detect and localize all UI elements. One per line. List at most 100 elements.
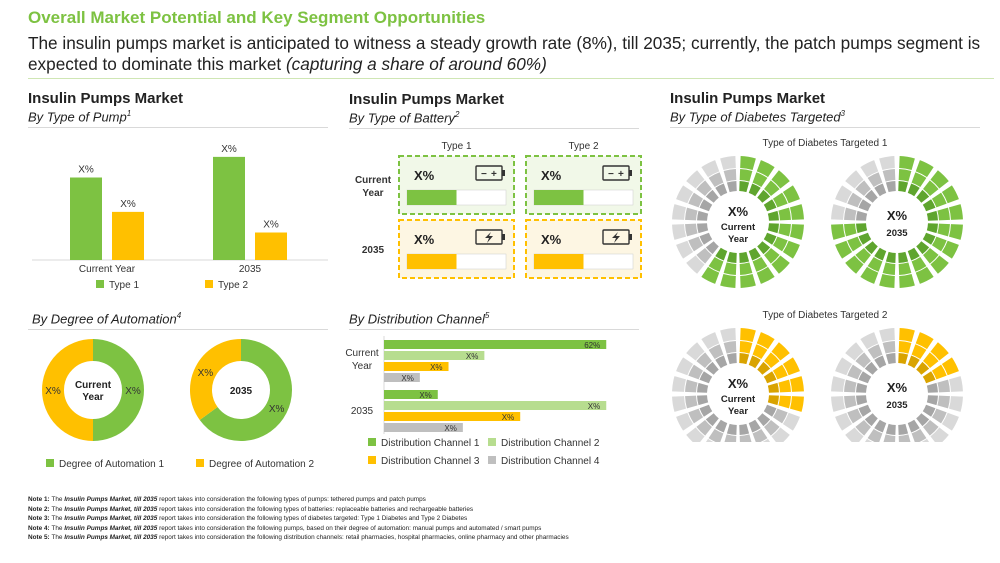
automation-slice-label: X%: [45, 386, 61, 397]
diabetes-ring-segment: [771, 170, 790, 189]
diabetes-ring-segment: [763, 199, 777, 212]
diabetes-ring-segment: [930, 170, 949, 189]
diabetes-ring-segment: [899, 273, 915, 288]
diabetes-ring-segment: [937, 223, 950, 237]
diabetes-ring-segment: [845, 427, 864, 442]
diabetes-ring-segment: [867, 172, 883, 188]
diabetes-ring-segment: [911, 428, 927, 442]
diabetes-ring-segment: [835, 240, 853, 259]
diabetes-ring-segment: [864, 413, 878, 427]
diabetes-ring-segment: [739, 262, 753, 275]
pump-legend-swatch: [96, 280, 104, 288]
page-title: Overall Market Potential and Key Segment…: [28, 8, 486, 27]
diabetes-ring-segment: [726, 353, 737, 365]
lightning-icon: [485, 232, 493, 243]
diabetes-ring-segment: [926, 210, 938, 221]
diabetes-ring-segment: [858, 232, 872, 245]
distribution-legend-label: Distribution Channel 4: [501, 456, 600, 467]
footnote-line: Note 4: The Insulin Pumps Market, till 2…: [28, 524, 542, 532]
diabetes-ring-segment: [778, 379, 791, 393]
diabetes-ring-segment: [855, 180, 871, 196]
diabetes-ring-segment: [767, 210, 779, 221]
diabetes-ring-segment: [740, 328, 756, 343]
diabetes-ring-segment: [789, 224, 804, 240]
diabetes-ring-segment: [726, 251, 737, 263]
diabetes-ring-segment: [752, 344, 768, 360]
diabetes-ring-segment: [685, 395, 698, 409]
diabetes-ring-segment: [844, 395, 857, 409]
diabetes-ring-segment: [697, 382, 709, 393]
diabetes-ring-segment: [756, 266, 775, 284]
diabetes-ring-segment: [699, 199, 713, 212]
diabetes-ring-segment: [948, 224, 963, 240]
diabetes-ring-segment: [898, 181, 909, 193]
battery-bar-fill: [407, 254, 457, 269]
automation-section-rule: [28, 329, 328, 330]
diabetes-ring-segment: [948, 376, 963, 392]
diabetes-ring-segment: [885, 251, 896, 263]
diabetes-ring-segment: [739, 169, 753, 182]
diabetes-ring-segment: [720, 273, 736, 288]
diabetes-ring-segment: [855, 248, 871, 264]
diabetes-ring-segment: [688, 236, 704, 252]
diabetes-ring-segment: [697, 223, 709, 234]
diabetes-ring-segment: [701, 332, 720, 350]
diabetes-ring-segment: [922, 371, 936, 384]
distribution-legend-label: Distribution Channel 3: [381, 456, 480, 467]
diabetes-ring-segment: [763, 232, 777, 245]
diabetes-ring-segment: [885, 181, 896, 193]
diabetes-ring-segment: [845, 255, 864, 274]
diabetes-ring-segment: [699, 232, 713, 245]
diabetes-ring-segment: [757, 413, 771, 427]
diabetes-ring-segment: [740, 273, 756, 288]
battery-cell-label: X%: [414, 168, 435, 183]
diabetes-ring-segment: [916, 413, 930, 427]
diabetes-ring-segment: [756, 332, 775, 350]
diabetes-ring-segment: [855, 420, 871, 436]
diabetes-ring-center-label: 2035: [886, 400, 908, 411]
diabetes-ring-value: X%: [728, 204, 749, 219]
battery-row-label: 2035: [362, 245, 385, 256]
diabetes-ring-segment: [916, 241, 930, 255]
pump-bar-label: X%: [221, 144, 237, 155]
diabetes-ring-segment: [898, 262, 912, 275]
page-subtitle: The insulin pumps market is anticipated …: [28, 33, 988, 75]
diabetes-ring-segment: [708, 172, 724, 188]
diabetes-ring-segment: [676, 412, 694, 431]
diabetes-ring-segment: [757, 189, 771, 203]
diabetes-ring-segment: [879, 328, 895, 343]
diabetes-ring-segment: [726, 423, 737, 435]
diabetes-ring-segment: [708, 428, 724, 442]
diabetes-ring-segment: [789, 376, 804, 392]
diabetes-ring-segment: [845, 170, 864, 189]
diabetes-ring-segment: [885, 353, 896, 365]
diabetes-ring-segment: [898, 251, 909, 263]
automation-section-subtitle: By Degree of Automation4: [32, 311, 182, 327]
distribution-bar-label: X%: [444, 424, 456, 433]
diabetes-ring-segment: [844, 207, 857, 221]
diabetes-ring-segment: [782, 412, 800, 431]
battery-terminal-icon: [502, 170, 505, 176]
distribution-section-rule: [349, 329, 639, 330]
diabetes-ring-segment: [882, 262, 896, 275]
diabetes-ring-segment: [915, 266, 934, 284]
automation-legend-swatch: [46, 459, 54, 467]
footnotes: Note 1: The Insulin Pumps Market, till 2…: [28, 495, 988, 543]
battery-cell-box: [525, 155, 642, 215]
battery-terminal-icon: [502, 234, 505, 240]
battery-cell-label: X%: [414, 232, 435, 247]
diabetes-ring-segment: [782, 185, 800, 204]
diabetes-ring-segment: [941, 240, 959, 259]
diabetes-ring-segment: [907, 355, 920, 369]
diabetes-ring-segment: [772, 236, 788, 252]
diabetes-ring-segment: [898, 353, 909, 365]
pump-legend-label: Type 2: [218, 280, 248, 291]
diabetes-ring-segment: [831, 204, 846, 220]
distribution-bar-label: 62%: [584, 341, 600, 350]
distribution-bar: [384, 340, 607, 349]
distribution-bar: [384, 362, 449, 371]
diabetes-ring-segment: [740, 156, 756, 171]
diabetes-ring-segment: [696, 180, 712, 196]
automation-legend-label: Degree of Automation 2: [209, 459, 315, 470]
